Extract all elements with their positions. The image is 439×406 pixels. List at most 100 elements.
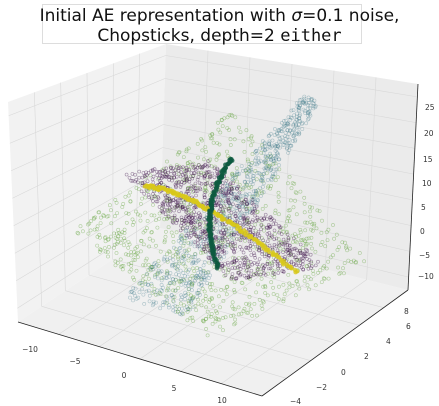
scatter-point <box>286 150 291 155</box>
scatter-point <box>312 221 317 226</box>
scatter-point <box>245 263 250 268</box>
scatter-point <box>261 262 265 267</box>
scatter-point <box>202 275 207 280</box>
scatter-point <box>138 213 143 218</box>
scatter-point <box>221 236 226 240</box>
scatter-point <box>227 206 232 211</box>
scatter-point <box>285 121 290 126</box>
scatter-point <box>167 197 171 201</box>
scatter-point <box>151 199 155 203</box>
scatter-point <box>310 222 315 227</box>
scatter-point <box>259 269 264 274</box>
scatter-point <box>238 267 243 271</box>
scatter-point <box>262 160 267 165</box>
scatter-point <box>175 309 180 314</box>
scatter-point <box>182 278 187 282</box>
scatter-point <box>221 210 226 215</box>
scatter-point <box>287 250 292 255</box>
scatter-point <box>280 138 285 143</box>
scatter-point <box>272 243 277 247</box>
scatter-point <box>250 194 255 199</box>
scatter-point <box>138 218 143 223</box>
scatter-point <box>254 271 258 276</box>
scatter-point <box>277 243 282 247</box>
scatter-point <box>220 248 225 253</box>
scatter-point <box>150 265 155 269</box>
scatter-point <box>328 255 333 260</box>
scatter-point <box>233 246 238 251</box>
scatter-point <box>214 316 219 321</box>
scatter-point <box>161 202 166 206</box>
scatter-point <box>248 228 252 232</box>
scatter-point <box>284 230 289 235</box>
scatter-point <box>179 297 183 302</box>
scatter-point <box>177 280 182 284</box>
scatter-point <box>285 122 290 127</box>
scatter-point <box>168 206 172 210</box>
scatter-point <box>221 315 225 320</box>
scatter-point <box>203 185 208 190</box>
scatter-point <box>242 211 247 216</box>
scatter-point <box>216 317 221 322</box>
scatter-point <box>186 287 191 292</box>
scatter-point <box>230 177 235 182</box>
scatter-point <box>232 249 236 254</box>
scatter-point <box>172 295 177 299</box>
scatter-point <box>306 236 311 241</box>
scatter-point <box>233 256 237 261</box>
curve-point <box>289 266 294 271</box>
scatter-point <box>261 268 266 272</box>
scatter-point <box>245 219 250 224</box>
scatter-point <box>181 207 185 211</box>
scatter-point <box>248 307 253 312</box>
scatter-point <box>273 211 278 216</box>
scatter-point <box>255 209 260 214</box>
scatter-point <box>222 230 227 235</box>
scatter-point <box>274 142 279 147</box>
scatter-point <box>196 297 201 302</box>
scatter-point <box>234 276 239 280</box>
scatter-point <box>255 245 260 249</box>
scatter-point <box>173 196 178 201</box>
scatter-point <box>311 104 316 109</box>
scatter-point <box>184 165 189 170</box>
scatter-point <box>209 314 213 319</box>
scatter-point <box>216 201 221 205</box>
scatter-point <box>158 292 163 296</box>
scatter-point <box>265 232 270 236</box>
scatter-point <box>201 319 206 324</box>
scatter-point <box>203 296 208 301</box>
scatter-point <box>260 143 265 148</box>
scatter-point <box>277 167 282 172</box>
scatter-point <box>297 114 302 118</box>
left-grid-line <box>86 72 90 276</box>
scatter-point <box>175 175 179 179</box>
scatter-point <box>143 279 148 284</box>
scatter-point <box>181 271 186 275</box>
scatter-point <box>184 168 189 173</box>
scatter-point <box>309 266 314 270</box>
scatter-point <box>179 278 184 283</box>
scatter-point <box>238 194 243 199</box>
scatter-point <box>281 270 286 274</box>
scatter-point <box>177 203 182 208</box>
scatter-point <box>251 272 256 276</box>
scatter-point <box>200 277 204 282</box>
scatter-point <box>343 240 347 245</box>
scatter-point <box>166 303 171 307</box>
scatter-point <box>258 194 263 198</box>
scatter-point <box>218 189 223 194</box>
scatter-point <box>251 173 256 178</box>
scatter-point <box>173 288 178 293</box>
scatter-point <box>265 239 270 244</box>
scatter-point <box>203 174 207 178</box>
scatter-point <box>256 260 260 265</box>
scatter-point <box>141 171 146 175</box>
scatter-point <box>283 130 288 135</box>
scatter-point <box>238 187 243 192</box>
scatter-point <box>286 208 291 213</box>
scatter-point <box>134 178 138 182</box>
scatter-point <box>310 268 315 273</box>
scatter-point <box>237 264 242 269</box>
